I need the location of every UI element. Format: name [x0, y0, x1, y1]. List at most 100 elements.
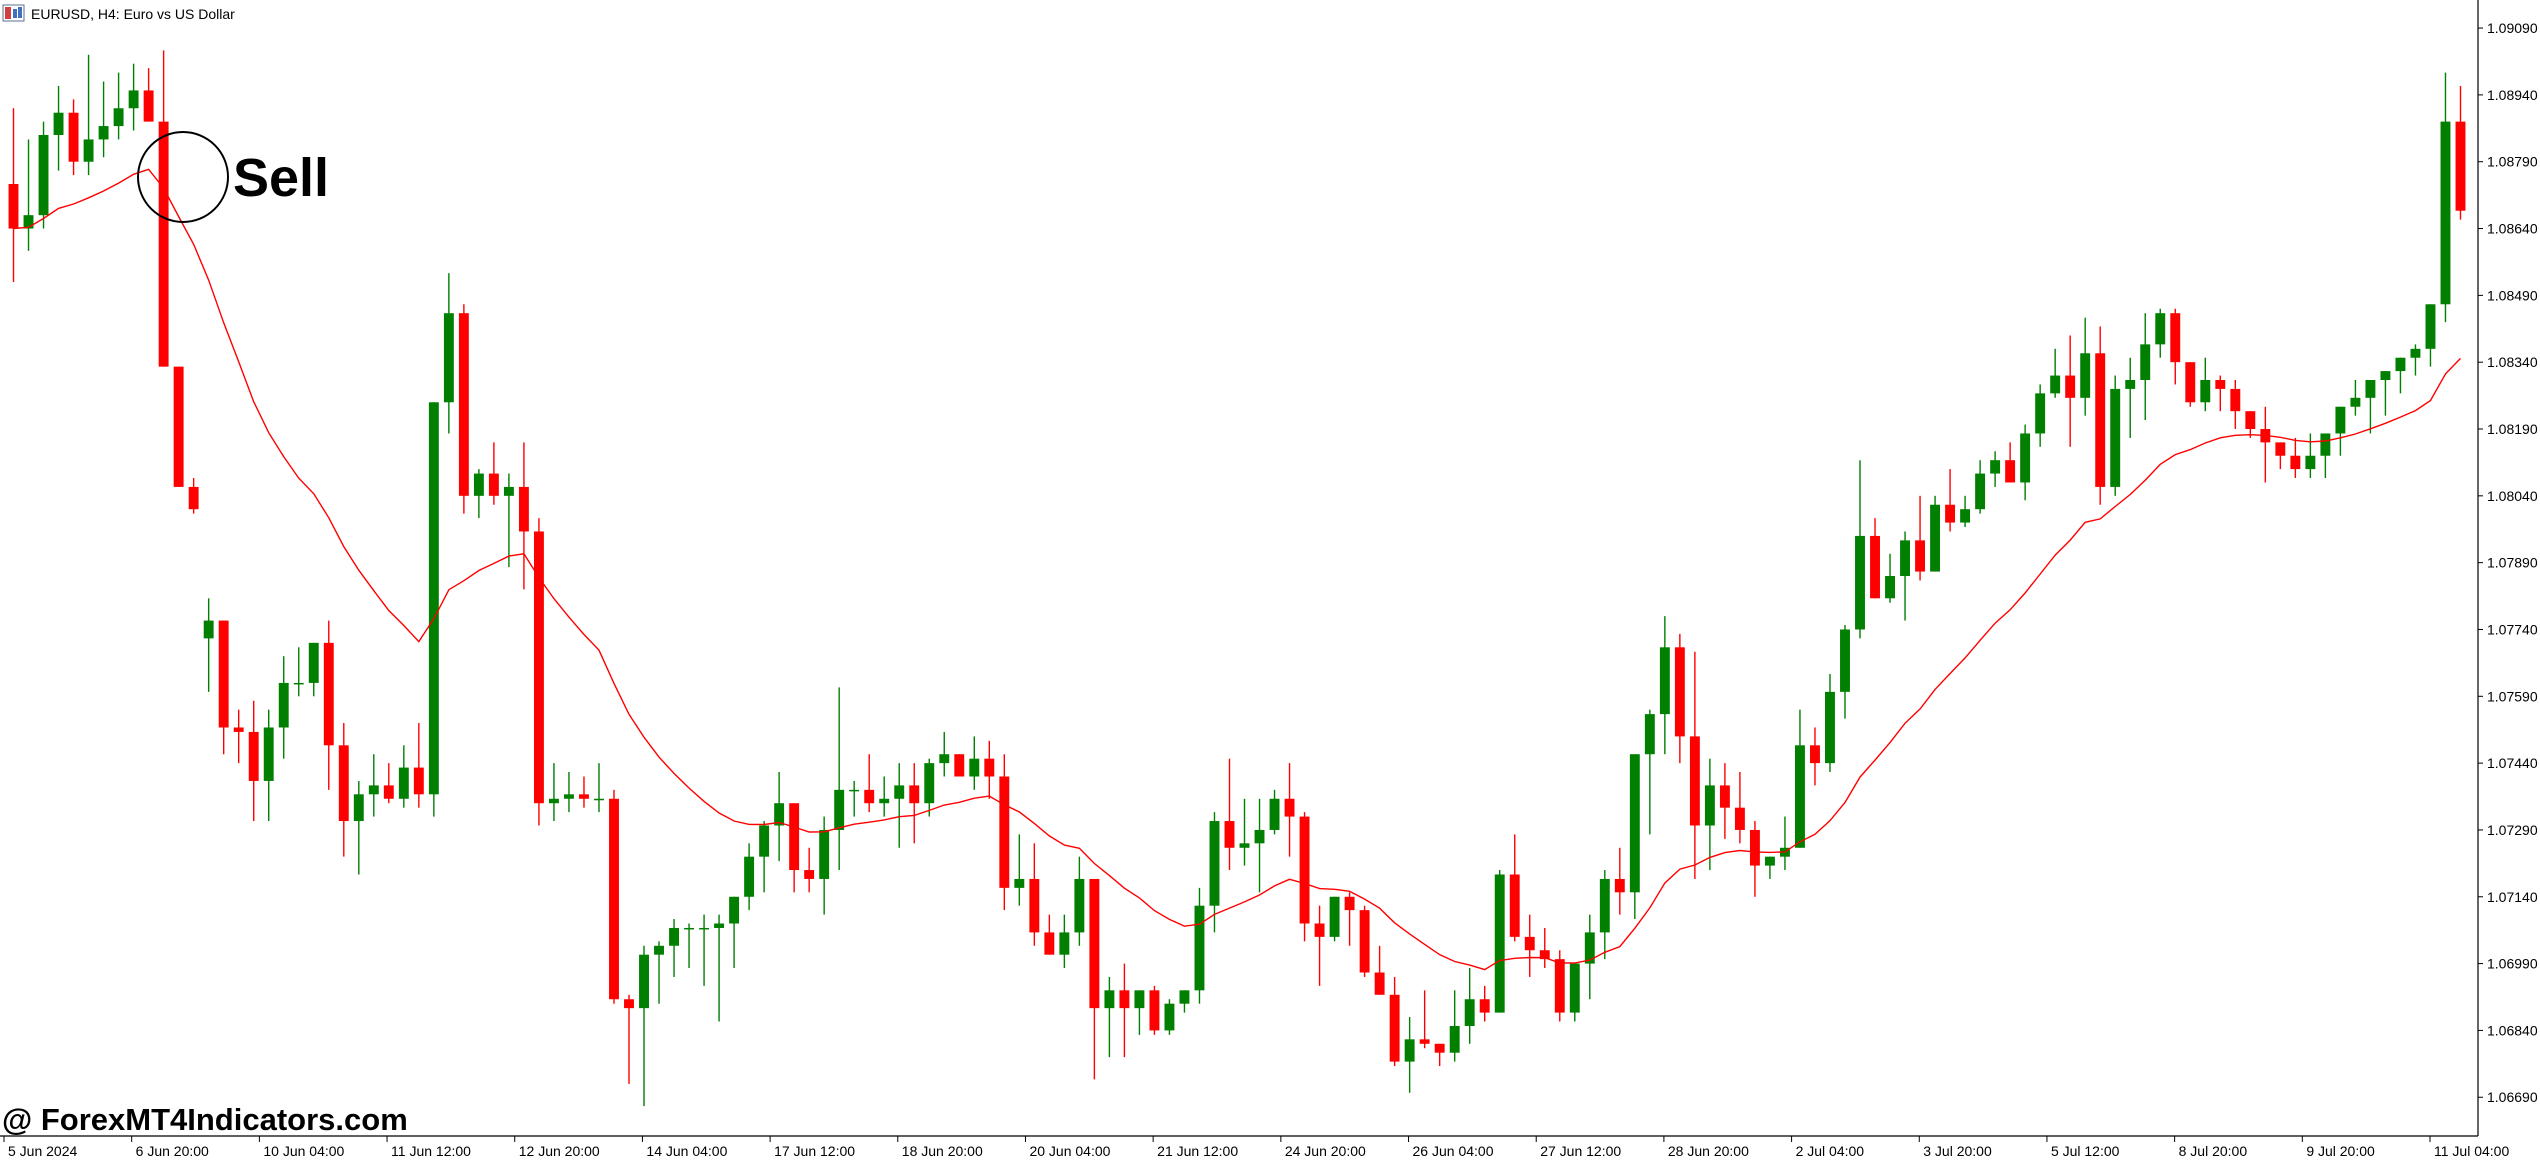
candle-body: [2350, 397, 2361, 407]
candle-body: [684, 927, 695, 930]
sell-circle: [137, 131, 229, 223]
candle-body: [1389, 994, 1400, 1062]
price-tick-label: 1.06690: [2487, 1089, 2538, 1105]
candle-body: [128, 90, 139, 109]
time-tick-label: 2 Jul 04:00: [1796, 1143, 1865, 1159]
time-tick-label: 5 Jul 12:00: [2051, 1143, 2120, 1159]
candles-layer: [8, 50, 2466, 1107]
candle-body: [1975, 473, 1986, 510]
candle-body: [2290, 455, 2301, 470]
candle-body: [1179, 990, 1190, 1004]
candle-body: [1764, 856, 1775, 866]
price-tick-label: 1.07740: [2487, 621, 2538, 637]
candle-body: [1900, 540, 1910, 577]
candle-body: [2275, 442, 2286, 456]
candle-body: [2305, 455, 2316, 470]
watermark: @ ForexMT4Indicators.com: [2, 1102, 408, 1137]
price-tick-label: 1.08640: [2487, 221, 2538, 237]
price-tick-label: 1.07440: [2487, 755, 2538, 771]
candle-body: [1284, 798, 1295, 817]
candle-body: [1614, 878, 1625, 893]
candle-body: [1239, 843, 1250, 848]
candle-body: [488, 473, 499, 496]
candle-body: [2170, 313, 2181, 363]
candle-body: [1164, 1003, 1175, 1031]
candle-body: [248, 731, 259, 781]
candle-body: [8, 183, 19, 229]
candle-body: [909, 785, 920, 804]
candle-body: [1419, 1039, 1430, 1044]
candle-body: [789, 803, 800, 871]
candle-body: [2425, 304, 2436, 349]
candle-body: [2215, 380, 2226, 389]
sell-annotation: Sell: [137, 131, 329, 223]
symbol-header: EURUSD, H4: Euro vs US Dollar: [31, 6, 235, 22]
candle-body: [819, 829, 830, 879]
time-tick-label: 3 Jul 20:00: [1923, 1143, 1992, 1159]
candle-body: [1674, 647, 1685, 737]
time-tick-label: 8 Jul 20:00: [2179, 1143, 2248, 1159]
candle-body: [1029, 878, 1040, 933]
candle-body: [2065, 375, 2076, 398]
time-tick-label: 9 Jul 20:00: [2306, 1143, 2375, 1159]
candle-body: [2335, 406, 2346, 434]
candle-body: [2245, 411, 2256, 430]
candle-body: [2380, 371, 2391, 381]
candle-body: [2140, 344, 2151, 381]
candle-body: [1074, 878, 1085, 933]
candle-body: [1524, 936, 1535, 951]
candle-body: [984, 758, 995, 777]
candle-body: [383, 785, 394, 799]
candle-body: [503, 486, 514, 496]
price-tick-label: 1.07590: [2487, 688, 2538, 704]
price-tick-label: 1.08940: [2487, 87, 2538, 103]
price-tick-label: 1.06990: [2487, 956, 2538, 972]
candle-body: [1404, 1039, 1415, 1062]
candle-body: [1584, 932, 1595, 964]
candle-body: [1104, 990, 1115, 1009]
time-tick-label: 26 Jun 04:00: [1413, 1143, 1494, 1159]
candle-body: [1599, 878, 1610, 933]
candle-body: [233, 727, 244, 732]
candle-body: [849, 789, 860, 792]
candle-body: [293, 682, 304, 685]
chart-header: EURUSD, H4: Euro vs US Dollar: [2, 4, 235, 22]
candle-body: [1659, 647, 1670, 715]
candle-body: [83, 139, 94, 162]
candle-body: [548, 798, 559, 804]
candle-body: [1810, 745, 1820, 764]
time-tick-label: 20 Jun 04:00: [1029, 1143, 1110, 1159]
candle-body: [2440, 121, 2451, 305]
time-tick-label: 11 Jul 04:00: [2434, 1143, 2509, 1159]
candle-body: [263, 727, 274, 781]
candle-body: [954, 754, 965, 777]
candle-body: [1719, 785, 1730, 808]
candle-body: [1089, 878, 1100, 1009]
candle-body: [68, 112, 79, 162]
candle-body: [1014, 878, 1025, 888]
candle-body: [158, 121, 169, 367]
candle-body: [53, 112, 64, 135]
candle-body: [1990, 460, 2001, 474]
candle-body: [2125, 380, 2136, 389]
candle-body: [2365, 380, 2376, 398]
candle-body: [834, 789, 845, 830]
candle-body: [188, 486, 199, 510]
candle-body: [879, 798, 890, 804]
price-tick-label: 1.08340: [2487, 354, 2538, 370]
candle-body: [1945, 504, 1956, 523]
candle-body: [2110, 388, 2121, 487]
candle-body: [1704, 785, 1715, 826]
candle-body: [1224, 821, 1235, 848]
candle-body: [338, 745, 349, 822]
candle-body: [774, 803, 785, 826]
candle-body: [1254, 829, 1265, 844]
price-tick-label: 1.06840: [2487, 1022, 2538, 1038]
candle-body: [1479, 999, 1490, 1013]
candle-body: [744, 856, 755, 897]
candle-body: [1629, 754, 1640, 893]
price-tick-label: 1.07890: [2487, 555, 2538, 571]
price-tick-label: 1.07290: [2487, 822, 2538, 838]
